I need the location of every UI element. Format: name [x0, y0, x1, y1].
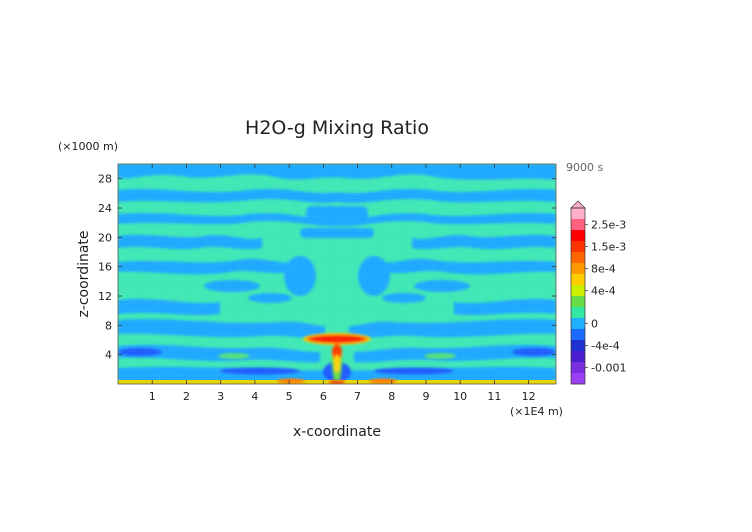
colorbar-segment — [571, 318, 585, 330]
x-tick-label: 11 — [487, 390, 501, 403]
colorbar-segment — [571, 329, 585, 341]
x-tick-label: 9 — [422, 390, 429, 403]
time-label: 9000 s — [566, 161, 603, 174]
x-unit-label: (×1E4 m) — [510, 405, 563, 418]
colorbar-frame — [570, 207, 586, 385]
x-tick-label: 10 — [453, 390, 467, 403]
colorbar-label: 2.5e-3 — [591, 219, 626, 232]
colorbar-label: -0.001 — [591, 362, 626, 375]
y-tick-label: 28 — [98, 173, 112, 186]
colorbar-segment — [571, 241, 585, 253]
y-tick-label: 4 — [105, 349, 112, 362]
colorbar-segment — [571, 362, 585, 374]
y-axis-title: z-coordinate — [76, 230, 92, 317]
chart-title: H2O-g Mixing Ratio — [245, 117, 429, 139]
colorbar-label: 4e-4 — [591, 285, 616, 298]
field-texture — [118, 164, 556, 384]
y-tick-label: 24 — [98, 202, 112, 215]
colorbar-segment — [571, 340, 585, 352]
colorbar-segment — [571, 219, 585, 231]
x-tick-label: 7 — [354, 390, 361, 403]
heatmap-field — [118, 164, 556, 384]
x-axis-title: x-coordinate — [293, 424, 381, 440]
x-tick-label: 2 — [183, 390, 190, 403]
colorbar-arrow — [570, 200, 586, 209]
y-axis-ticks: 4 8 12 16 20 24 28 — [98, 173, 556, 362]
x-tick-label: 12 — [522, 390, 536, 403]
colorbar-label: -4e-4 — [591, 340, 620, 353]
y-tick-label: 20 — [98, 231, 112, 244]
y-tick-label: 12 — [98, 290, 112, 303]
colorbar-segment — [571, 263, 585, 275]
colorbar-segment — [571, 274, 585, 286]
colorbar-label: 1.5e-3 — [591, 241, 626, 254]
colorbar-label: 0 — [591, 318, 598, 331]
colorbar: 2.5e-3 1.5e-3 8e-4 4e-4 0 -4e-4 -0.001 — [570, 200, 626, 385]
colorbar-segment — [571, 373, 585, 385]
x-tick-label: 5 — [286, 390, 293, 403]
y-tick-label: 16 — [98, 261, 112, 274]
colorbar-segment — [571, 296, 585, 308]
x-tick-label: 4 — [251, 390, 258, 403]
colorbar-segment — [571, 208, 585, 220]
x-tick-label: 1 — [149, 390, 156, 403]
colorbar-label: 8e-4 — [591, 263, 616, 276]
y-unit-label: (×1000 m) — [58, 140, 118, 153]
colorbar-segment — [571, 285, 585, 297]
x-tick-label: 8 — [388, 390, 395, 403]
y-tick-label: 8 — [105, 319, 112, 332]
colorbar-segment — [571, 307, 585, 319]
colorbar-segment — [571, 252, 585, 264]
x-tick-label: 3 — [217, 390, 224, 403]
x-axis-ticks: 1 2 3 4 5 6 7 8 9 10 11 12 — [149, 164, 536, 403]
colorbar-segment — [571, 230, 585, 242]
colorbar-segment — [571, 351, 585, 363]
x-tick-label: 6 — [320, 390, 327, 403]
plot-frame — [117, 163, 557, 385]
